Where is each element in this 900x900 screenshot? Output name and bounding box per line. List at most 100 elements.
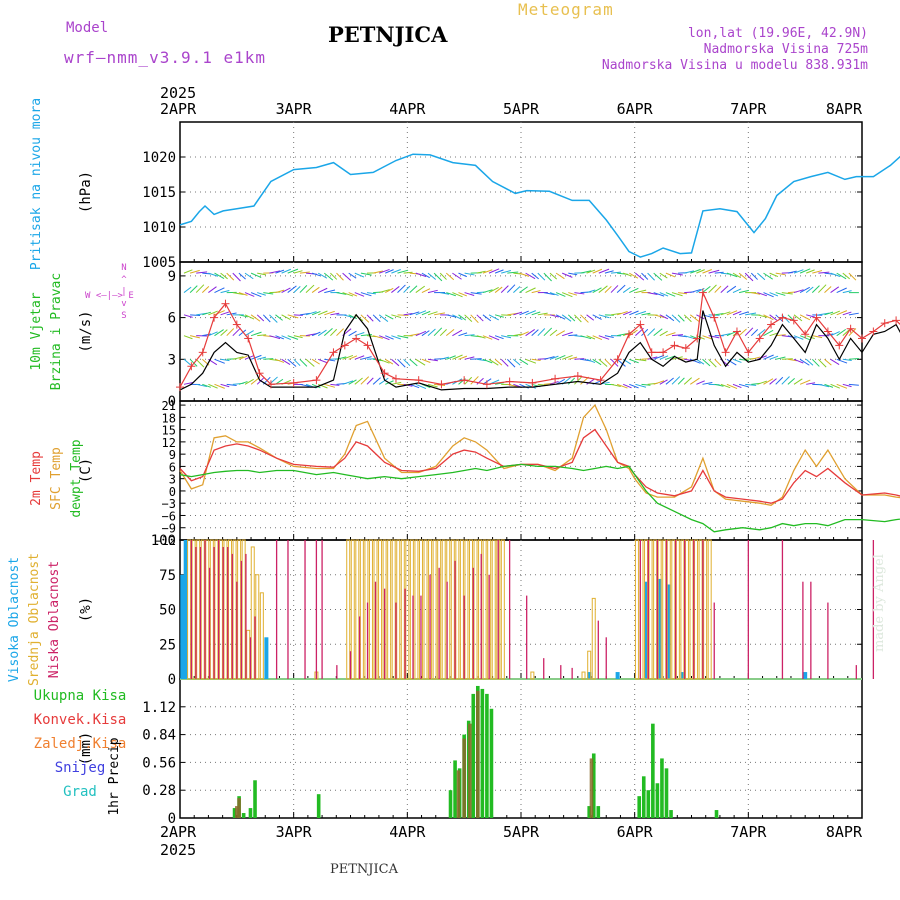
wind-barb <box>275 314 283 321</box>
wind-barb <box>482 335 493 340</box>
high-cloud-bar <box>587 672 592 679</box>
wind-barb <box>403 313 413 316</box>
wind-barb <box>342 272 352 281</box>
wind-barb <box>641 383 651 386</box>
wind-barb <box>848 272 857 281</box>
wind-barb <box>269 270 281 274</box>
wind-barb <box>561 314 572 322</box>
wind-barb <box>708 269 720 274</box>
high-cloud-bar <box>644 581 649 679</box>
wind-barb <box>531 290 541 294</box>
total-precip-bar <box>471 693 476 818</box>
wind-barb <box>659 314 669 320</box>
wind-barb <box>482 358 493 364</box>
mid-cloud-bar <box>441 539 446 680</box>
y-tick-label-clouds: 75 <box>159 568 176 584</box>
wind-barb <box>354 377 363 385</box>
wind-barb <box>805 286 814 293</box>
wind-barb <box>830 286 840 293</box>
wind-barb <box>360 292 372 297</box>
y-tick-label-temperature: 12 <box>162 436 176 450</box>
wind-barb <box>397 314 409 316</box>
wind-barb <box>507 271 519 274</box>
wind-barb <box>427 311 438 316</box>
wind-barb <box>702 382 713 385</box>
wind-barb <box>848 357 859 360</box>
mid-cloud-bar <box>482 539 487 680</box>
wind-barb <box>336 272 344 281</box>
precip-legend-3: Snijeg <box>55 760 106 776</box>
wind-barb <box>201 286 210 293</box>
wind-barb <box>293 358 301 367</box>
y-tick-label-wind: 9 <box>168 269 176 285</box>
credit-text: made by Angel <box>872 554 887 652</box>
wind-barb <box>494 314 504 318</box>
wind-barb <box>482 314 492 322</box>
wind-barb <box>708 358 717 368</box>
top-date-label: 6APR <box>617 100 654 118</box>
mid-cloud-bar <box>707 539 712 680</box>
wind-barb <box>470 314 479 324</box>
wind-barb <box>189 285 198 293</box>
wind-barb <box>775 376 784 385</box>
wind-barb <box>665 314 675 322</box>
wind-barb <box>415 358 426 366</box>
wind-barb <box>330 312 340 316</box>
wind-barb <box>671 334 684 337</box>
wind-barb <box>250 377 260 385</box>
wind-direction-legend-vertical: S <box>121 311 126 321</box>
high-cloud-bar <box>183 540 188 679</box>
wind-barb <box>848 383 859 386</box>
wind-barb <box>281 314 291 320</box>
high-cloud-bar <box>180 574 185 679</box>
wind-barb <box>818 383 830 388</box>
wind-barb <box>415 330 427 337</box>
wind-barb <box>653 328 663 337</box>
wind-barb <box>793 289 804 294</box>
wind-barb <box>342 314 354 318</box>
wind-barb <box>385 358 394 365</box>
wind-barb <box>720 311 731 316</box>
wind-barb <box>543 327 553 337</box>
wind-barb <box>708 284 717 293</box>
mid-cloud-bar <box>346 539 351 680</box>
wind-barb <box>427 328 436 337</box>
cloud-axis-label-1: Srednja Oblacnost <box>27 553 42 686</box>
mid-cloud-bar <box>675 539 680 680</box>
top-date-label: 7APR <box>730 100 767 118</box>
wind-barb <box>494 358 503 366</box>
wind-barb <box>787 270 797 274</box>
mid-cloud-bar <box>581 671 586 680</box>
wind-barb <box>220 329 228 337</box>
wind-barb <box>238 381 248 385</box>
wind-barb <box>604 358 612 367</box>
wind-barb <box>488 358 499 366</box>
wind-barb <box>415 285 426 293</box>
station-title: PETNJICA <box>328 22 448 47</box>
y-tick-label-wind: 3 <box>168 352 176 368</box>
wind-barb <box>690 377 700 385</box>
wind-barb <box>549 380 559 385</box>
wind-barb <box>190 314 201 316</box>
wind-barb <box>501 314 512 316</box>
mid-cloud-bar <box>455 539 460 680</box>
wind-barb <box>757 329 766 337</box>
wind-axis-label-2: Brzina i Pravac <box>49 273 64 390</box>
wind-barb <box>653 380 665 385</box>
top-date-label: 8APR <box>826 100 863 118</box>
top-date-label: 3APR <box>276 100 313 118</box>
wind-barb <box>293 335 303 339</box>
wind-barb <box>427 272 437 280</box>
wind-barb <box>519 331 529 337</box>
wind-barb <box>751 356 761 360</box>
mid-cloud-bar <box>414 539 419 680</box>
wind-barb <box>732 358 742 363</box>
wind-barb <box>500 285 509 293</box>
wind-barb <box>275 335 285 340</box>
total-precip-bar <box>480 688 485 818</box>
wind-barb <box>738 289 749 294</box>
lonlat-text: lon,lat (19.96E, 42.9N) <box>687 26 868 41</box>
wind-barb <box>568 334 578 337</box>
wind-barb <box>378 377 389 385</box>
wind-barb <box>208 310 218 316</box>
